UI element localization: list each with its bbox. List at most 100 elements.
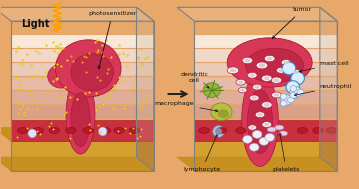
Ellipse shape: [281, 60, 291, 65]
Ellipse shape: [227, 67, 239, 74]
Ellipse shape: [240, 89, 245, 91]
Ellipse shape: [271, 77, 282, 83]
Polygon shape: [0, 7, 154, 21]
Ellipse shape: [256, 62, 268, 69]
Ellipse shape: [71, 54, 113, 91]
Ellipse shape: [297, 89, 304, 95]
Ellipse shape: [280, 94, 292, 105]
Ellipse shape: [283, 61, 289, 64]
Polygon shape: [11, 105, 154, 119]
Ellipse shape: [326, 128, 337, 133]
Ellipse shape: [242, 57, 253, 64]
Ellipse shape: [230, 68, 236, 72]
Ellipse shape: [264, 77, 270, 80]
Ellipse shape: [264, 55, 275, 62]
Ellipse shape: [49, 128, 60, 133]
Ellipse shape: [203, 83, 220, 98]
Text: tumor: tumor: [272, 7, 312, 38]
Polygon shape: [194, 141, 337, 171]
Ellipse shape: [297, 128, 308, 133]
Polygon shape: [177, 7, 337, 21]
Text: photosensitizer: photosensitizer: [88, 11, 137, 69]
Ellipse shape: [33, 128, 43, 133]
Ellipse shape: [66, 75, 95, 154]
Ellipse shape: [213, 125, 224, 137]
Ellipse shape: [274, 78, 279, 82]
Polygon shape: [11, 49, 154, 62]
Ellipse shape: [248, 125, 257, 130]
Ellipse shape: [247, 72, 257, 78]
Ellipse shape: [129, 128, 140, 133]
Ellipse shape: [66, 128, 76, 133]
Polygon shape: [11, 63, 154, 76]
Ellipse shape: [255, 112, 265, 118]
Ellipse shape: [252, 84, 262, 90]
Ellipse shape: [238, 81, 243, 84]
Ellipse shape: [236, 128, 246, 133]
Ellipse shape: [48, 64, 75, 88]
Ellipse shape: [236, 79, 246, 85]
Ellipse shape: [290, 87, 302, 98]
Text: mast cell: mast cell: [299, 61, 349, 72]
Polygon shape: [11, 91, 154, 104]
Ellipse shape: [264, 103, 270, 107]
Ellipse shape: [252, 130, 262, 138]
Ellipse shape: [17, 128, 28, 133]
Ellipse shape: [250, 126, 255, 129]
Ellipse shape: [276, 67, 286, 73]
Ellipse shape: [238, 87, 247, 93]
Polygon shape: [194, 49, 337, 62]
Ellipse shape: [293, 71, 299, 74]
Polygon shape: [11, 120, 154, 141]
Ellipse shape: [211, 103, 232, 121]
Ellipse shape: [114, 128, 125, 133]
Ellipse shape: [227, 38, 312, 87]
Ellipse shape: [246, 48, 303, 83]
Ellipse shape: [215, 128, 222, 135]
Ellipse shape: [313, 128, 323, 133]
Ellipse shape: [98, 127, 107, 136]
Ellipse shape: [250, 74, 255, 77]
Ellipse shape: [291, 72, 304, 85]
Ellipse shape: [55, 40, 121, 97]
Text: Light: Light: [21, 19, 49, 29]
Text: neutrophil: neutrophil: [294, 84, 352, 96]
Ellipse shape: [282, 62, 296, 75]
Polygon shape: [320, 128, 337, 171]
Ellipse shape: [280, 94, 287, 99]
Polygon shape: [194, 35, 337, 48]
Polygon shape: [177, 157, 337, 171]
Ellipse shape: [267, 127, 276, 132]
Ellipse shape: [265, 133, 275, 141]
Ellipse shape: [262, 122, 272, 128]
Polygon shape: [11, 77, 154, 90]
Polygon shape: [11, 35, 154, 48]
Polygon shape: [320, 7, 337, 171]
Ellipse shape: [279, 69, 284, 72]
Ellipse shape: [290, 69, 301, 75]
Ellipse shape: [218, 109, 229, 118]
Ellipse shape: [247, 90, 272, 154]
Ellipse shape: [199, 128, 209, 133]
Text: lymphocyte: lymphocyte: [183, 135, 221, 172]
Ellipse shape: [28, 129, 37, 138]
Ellipse shape: [286, 81, 299, 94]
Text: platelets: platelets: [272, 133, 300, 172]
Ellipse shape: [71, 93, 90, 147]
Text: dendritic
cell: dendritic cell: [180, 72, 209, 88]
Polygon shape: [0, 157, 154, 171]
Ellipse shape: [250, 143, 259, 151]
Polygon shape: [136, 128, 154, 171]
Ellipse shape: [100, 128, 111, 133]
Polygon shape: [194, 77, 337, 90]
Ellipse shape: [244, 59, 250, 62]
Polygon shape: [194, 91, 337, 104]
Ellipse shape: [267, 57, 272, 60]
Ellipse shape: [280, 100, 287, 106]
Polygon shape: [11, 141, 154, 171]
Ellipse shape: [255, 85, 260, 89]
Ellipse shape: [272, 92, 281, 98]
Text: macrophage: macrophage: [155, 101, 218, 112]
Ellipse shape: [243, 135, 252, 143]
Ellipse shape: [290, 92, 297, 98]
